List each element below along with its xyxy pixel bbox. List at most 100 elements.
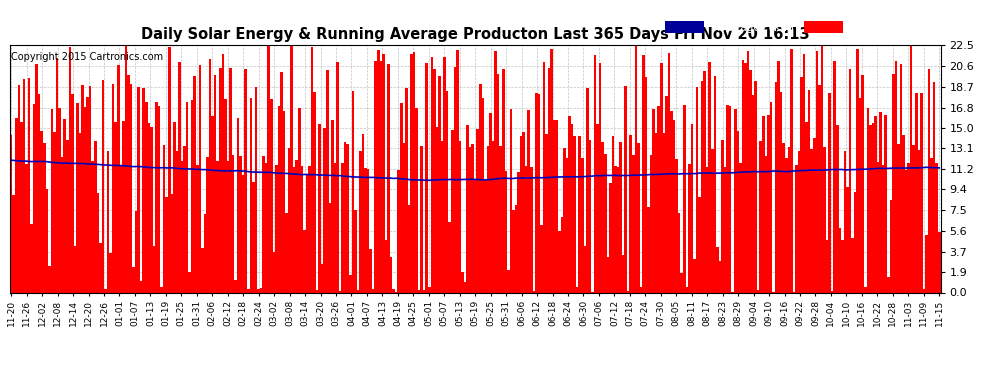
Bar [280, 72, 283, 292]
Bar [643, 55, 644, 292]
Bar [275, 165, 277, 292]
Bar [97, 194, 99, 292]
Bar [303, 230, 306, 292]
Bar [744, 63, 746, 292]
Bar [693, 259, 696, 292]
Bar [505, 171, 507, 292]
Bar [481, 98, 484, 292]
Bar [734, 109, 737, 292]
Bar [224, 99, 227, 292]
Bar [55, 58, 58, 292]
Bar [38, 94, 41, 292]
Bar [757, 290, 759, 292]
Bar [288, 148, 290, 292]
Bar [308, 166, 311, 292]
Bar [351, 91, 354, 292]
Bar [769, 102, 772, 292]
Bar [229, 68, 232, 292]
Bar [638, 143, 640, 292]
Bar [356, 291, 359, 292]
Bar [165, 198, 168, 292]
Bar [387, 64, 390, 292]
Bar [157, 105, 160, 292]
Bar [936, 163, 938, 292]
Bar [846, 187, 848, 292]
Bar [349, 276, 351, 292]
Bar [458, 141, 461, 292]
Bar [104, 289, 107, 292]
Bar [767, 115, 769, 292]
Bar [703, 70, 706, 292]
Bar [339, 291, 342, 292]
Bar [871, 123, 874, 292]
Bar [235, 280, 237, 292]
Bar [135, 211, 138, 292]
Bar [423, 290, 426, 292]
Bar [502, 69, 505, 292]
Bar [191, 99, 193, 292]
Bar [28, 78, 31, 292]
Bar [729, 106, 732, 292]
Bar [329, 203, 331, 292]
Bar [245, 69, 248, 292]
Bar [259, 288, 262, 292]
Bar [620, 142, 622, 292]
Bar [337, 62, 339, 292]
Bar [359, 151, 361, 292]
Bar [607, 256, 609, 292]
Bar [897, 144, 900, 292]
Bar [204, 214, 206, 292]
Bar [709, 63, 711, 292]
Bar [222, 54, 224, 292]
Bar [816, 51, 818, 292]
Bar [926, 236, 928, 292]
Bar [254, 87, 257, 292]
Bar [81, 86, 84, 292]
Bar [565, 159, 568, 292]
Bar [777, 61, 780, 292]
Bar [665, 96, 667, 292]
Bar [749, 70, 751, 292]
Bar [762, 117, 764, 292]
Bar [754, 81, 757, 292]
Bar [476, 129, 479, 292]
Bar [908, 164, 910, 292]
Bar [436, 127, 439, 292]
Bar [413, 51, 415, 292]
Bar [53, 132, 55, 292]
Bar [714, 76, 716, 292]
Bar [571, 124, 573, 292]
Bar [652, 109, 655, 292]
Bar [861, 75, 864, 292]
Bar [232, 155, 235, 292]
Bar [706, 166, 709, 292]
Bar [764, 156, 767, 292]
Bar [334, 163, 337, 292]
Bar [125, 46, 127, 292]
Bar [403, 143, 405, 292]
Bar [311, 48, 313, 292]
Bar [685, 287, 688, 292]
Bar [444, 57, 446, 292]
Bar [691, 124, 693, 292]
Bar [71, 94, 73, 292]
Bar [252, 182, 254, 292]
Bar [426, 63, 428, 292]
Bar [882, 165, 884, 292]
Bar [293, 167, 295, 292]
Bar [211, 116, 214, 292]
Bar [94, 141, 97, 292]
Bar [89, 86, 91, 292]
Bar [354, 210, 356, 292]
Bar [18, 85, 20, 292]
Bar [775, 82, 777, 292]
Bar [61, 157, 63, 292]
Bar [148, 123, 150, 292]
Bar [920, 93, 923, 292]
Bar [530, 167, 533, 292]
Bar [160, 287, 163, 292]
Bar [913, 145, 915, 292]
Bar [525, 166, 528, 292]
Bar [617, 166, 620, 292]
Bar [382, 54, 385, 292]
